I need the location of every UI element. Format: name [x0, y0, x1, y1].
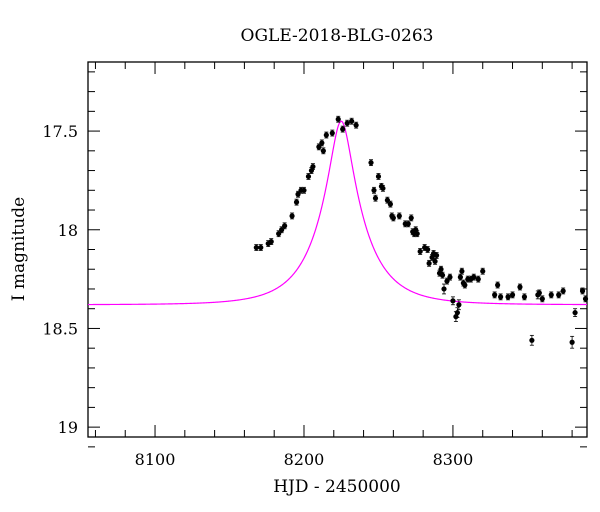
y-tick-label: 18 [58, 221, 78, 240]
data-point [268, 238, 274, 245]
y-tick-labels: 17.5 18 18.5 19 [42, 122, 78, 437]
data-point [319, 139, 325, 147]
data-point [390, 214, 396, 222]
data-point [310, 163, 316, 170]
data-point [349, 117, 355, 125]
data-point [439, 271, 446, 279]
data-point [335, 115, 341, 123]
data-point [509, 291, 516, 299]
data-point [371, 186, 377, 194]
data-point [301, 186, 307, 194]
data-point [344, 119, 350, 127]
data-point [282, 222, 288, 230]
data-point [396, 212, 402, 220]
y-tick-label: 17.5 [42, 122, 78, 141]
data-point [372, 194, 379, 202]
data-point [380, 184, 386, 192]
x-tick-label: 8200 [284, 450, 325, 469]
data-point [572, 308, 578, 318]
data-point [425, 246, 431, 253]
plot-area [87, 61, 589, 448]
data-point [521, 293, 528, 301]
chart-title: OGLE-2018-BLG-0263 [241, 26, 434, 46]
data-point [539, 295, 545, 303]
x-tick-label: 8300 [433, 450, 474, 469]
data-point [417, 248, 423, 255]
data-point [305, 173, 312, 180]
data-point [426, 259, 432, 267]
data-point [548, 291, 554, 299]
data-point [556, 291, 562, 299]
data-points [253, 115, 589, 349]
data-point [582, 295, 589, 303]
data-point [475, 275, 481, 283]
x-tick-label: 8100 [135, 450, 176, 469]
data-point [289, 212, 295, 220]
data-point [387, 200, 393, 208]
data-point [498, 293, 504, 301]
data-point [579, 287, 586, 295]
data-point [414, 230, 420, 238]
data-point [560, 287, 566, 295]
data-point [408, 214, 414, 222]
data-point [320, 147, 326, 155]
data-point [258, 244, 264, 251]
data-point [505, 293, 511, 301]
data-point [495, 281, 501, 289]
data-point [432, 257, 438, 265]
data-point [441, 283, 447, 295]
data-point [368, 159, 374, 167]
data-point [450, 296, 456, 306]
data-point [457, 273, 463, 281]
data-point [375, 173, 382, 180]
data-point [480, 267, 486, 275]
data-point [253, 244, 259, 251]
data-point [529, 334, 535, 346]
data-point [447, 273, 453, 281]
data-point [492, 291, 498, 299]
x-tick-labels: 8100 8200 8300 [135, 450, 474, 469]
data-point [569, 335, 575, 349]
axis-ticks [88, 62, 587, 448]
data-point [340, 125, 346, 133]
data-point [323, 131, 329, 139]
model-curve [88, 120, 588, 306]
data-point [459, 267, 465, 275]
data-point [293, 198, 300, 206]
x-axis-label: HJD - 2450000 [273, 477, 401, 497]
data-point [471, 273, 477, 281]
y-tick-label: 18.5 [42, 319, 78, 338]
data-point [433, 252, 440, 259]
data-point [456, 299, 462, 311]
data-point [517, 283, 523, 291]
y-axis-label: I magnitude [9, 197, 29, 301]
data-point [329, 129, 335, 137]
y-tick-label: 19 [58, 418, 78, 437]
data-point [353, 121, 359, 129]
